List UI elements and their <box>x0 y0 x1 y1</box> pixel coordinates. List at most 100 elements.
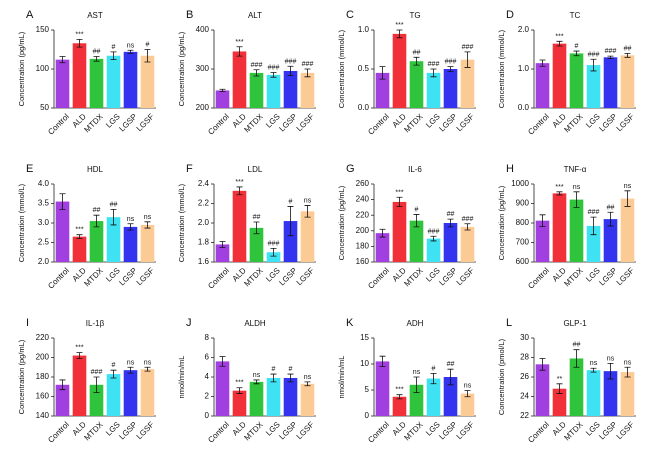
bar <box>106 374 121 416</box>
bar <box>375 361 390 416</box>
significance-label: ### <box>462 44 474 51</box>
x-tick-label: Control <box>366 420 391 445</box>
panel-title: GLP-1 <box>563 319 587 328</box>
bar <box>266 377 281 416</box>
bar <box>552 43 567 108</box>
y-tick-label: 1.8 <box>198 238 210 247</box>
significance-label: # <box>289 366 293 373</box>
significance-label: ### <box>428 228 440 235</box>
error-bar <box>287 373 294 383</box>
panel-letter: I <box>26 317 29 329</box>
significance-label: ### <box>268 65 280 72</box>
bar <box>55 201 70 262</box>
panel-letter: L <box>506 317 512 329</box>
error-bar <box>590 367 597 373</box>
bar <box>535 364 550 416</box>
error-bar <box>590 58 597 72</box>
y-tick-label: 240 <box>356 195 370 204</box>
y-axis-label: Concentration (pmol/L) <box>497 338 506 415</box>
y-tick-label: 700 <box>516 238 530 247</box>
y-tick-label: 22 <box>520 411 529 420</box>
error-bar <box>304 68 311 78</box>
y-axis-label: Concentration (pg/mL) <box>497 185 506 260</box>
significance-label: # <box>289 198 293 205</box>
y-tick-label: 0 <box>205 411 210 420</box>
x-tick-label: LGSP <box>597 112 618 133</box>
bar <box>603 371 618 416</box>
bar <box>266 74 281 108</box>
significance-label: ### <box>462 216 474 223</box>
bar <box>55 384 70 416</box>
x-tick-label: MTDX <box>82 420 105 443</box>
y-axis-label: nmol/min/mL <box>177 356 186 399</box>
x-tick-label: LGSF <box>135 266 156 287</box>
significance-label: ### <box>302 61 314 68</box>
bar <box>55 59 70 108</box>
error-bar <box>624 53 631 58</box>
bar <box>603 57 618 108</box>
y-axis-label: Concentration (mmol/L) <box>177 183 186 262</box>
x-tick-label: LGSP <box>277 112 298 133</box>
x-tick-label: LGSP <box>437 112 458 133</box>
significance-label: *** <box>75 227 83 234</box>
error-bar <box>464 51 471 68</box>
x-tick-label: MTDX <box>82 112 105 135</box>
x-tick-label: LGSF <box>295 420 316 441</box>
y-tick-label: 2 <box>205 392 210 401</box>
significance-label: ## <box>624 45 632 52</box>
y-tick-label: 3.0 <box>38 218 50 227</box>
x-tick-label: Control <box>46 112 71 137</box>
bar <box>123 226 138 262</box>
y-tick-label: 160 <box>356 257 370 266</box>
panel-title: ADH <box>407 319 424 328</box>
y-tick-label: 300 <box>196 64 210 73</box>
y-tick-label: 400 <box>196 25 210 34</box>
y-tick-label: 50 <box>40 103 49 112</box>
significance-label: *** <box>555 33 563 40</box>
significance-label: *** <box>395 189 403 196</box>
error-bar <box>93 56 100 62</box>
significance-label: ns <box>127 359 135 366</box>
significance-label: ## <box>413 49 421 56</box>
y-tick-label: 2.4 <box>198 179 210 188</box>
panel-title: ALT <box>248 11 262 20</box>
significance-label: ## <box>447 361 455 368</box>
significance-label: # <box>112 44 116 51</box>
significance-label: ## <box>253 214 261 221</box>
y-axis-label: Concentration (mmol/L) <box>497 29 506 108</box>
error-bar <box>573 191 580 208</box>
y-tick-label: 2.0 <box>518 25 530 34</box>
bar <box>215 90 230 108</box>
error-bar <box>236 186 243 196</box>
panel-title: LDL <box>248 165 263 174</box>
significance-label: # <box>112 362 116 369</box>
x-tick-label: LGSP <box>117 266 138 287</box>
bar <box>215 361 230 416</box>
error-bar <box>539 214 546 227</box>
y-tick-label: 2.5 <box>38 238 50 247</box>
significance-label: ns <box>464 383 472 390</box>
error-bar <box>287 65 294 77</box>
bar <box>300 72 315 108</box>
y-tick-label: 180 <box>36 372 50 381</box>
significance-label: *** <box>395 387 403 394</box>
y-tick-label: 24 <box>520 392 529 401</box>
y-tick-label: 0.0 <box>518 103 530 112</box>
y-tick-label: 28 <box>520 353 529 362</box>
y-tick-label: 8 <box>205 333 210 342</box>
bar <box>72 236 87 262</box>
error-bar <box>270 373 277 383</box>
panel-title: TG <box>409 11 420 20</box>
bar <box>89 384 104 416</box>
significance-label: ## <box>110 201 118 208</box>
x-tick-label: MTDX <box>402 112 425 135</box>
x-tick-label: LGSF <box>135 420 156 441</box>
y-tick-label: 220 <box>36 333 50 342</box>
bar <box>392 396 407 416</box>
x-tick-label: Control <box>46 420 71 445</box>
x-tick-label: LGSF <box>455 420 476 441</box>
significance-label: *** <box>235 179 243 186</box>
x-tick-label: LGSF <box>455 112 476 133</box>
y-tick-label: 30 <box>520 333 529 342</box>
